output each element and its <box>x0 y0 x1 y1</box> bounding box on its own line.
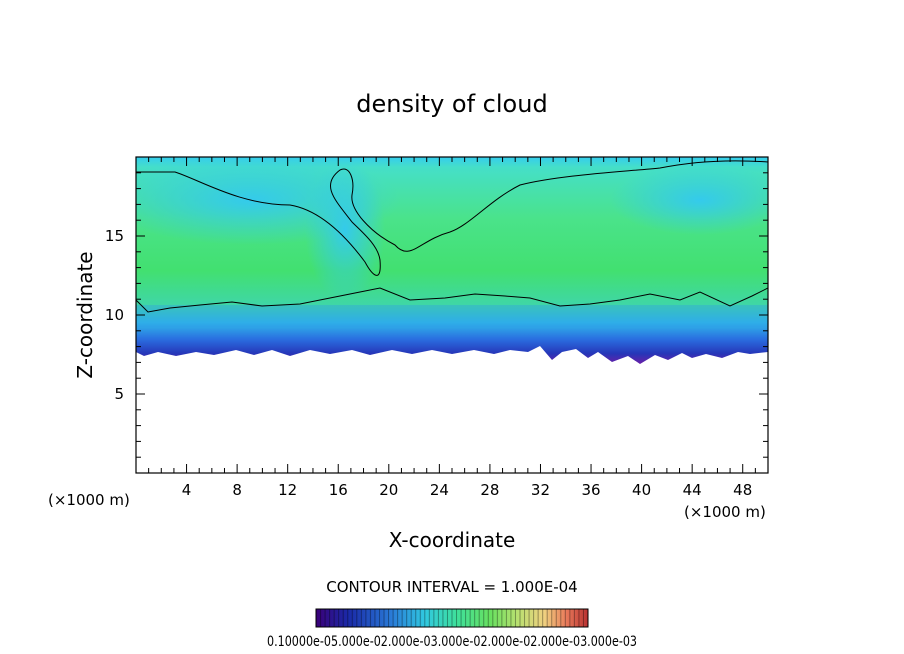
turbulent-band <box>136 305 768 327</box>
x-tick-label: 8 <box>232 481 242 499</box>
x-tick-label: 36 <box>581 481 600 499</box>
y-tick-label: 5 <box>114 385 124 403</box>
x-axis-ticks: 4 8 12 16 20 24 28 32 36 40 44 48 <box>148 157 756 499</box>
x-tick-label: 24 <box>430 481 449 499</box>
x-axis-label: X-coordinate <box>389 528 516 552</box>
x-tick-label: 16 <box>329 481 348 499</box>
x-tick-label: 40 <box>632 481 651 499</box>
x-tick-label: 32 <box>531 481 550 499</box>
cyan-region <box>610 165 768 235</box>
contour-interval-label: CONTOUR INTERVAL = 1.000E-04 <box>326 578 577 596</box>
x-tick-label: 44 <box>683 481 702 499</box>
x-tick-label: 4 <box>182 481 192 499</box>
plot-area <box>136 157 768 473</box>
chart-title: density of cloud <box>356 90 547 118</box>
contour-line <box>136 160 768 276</box>
x-tick-label: 28 <box>480 481 499 499</box>
x-tick-label: 20 <box>379 481 398 499</box>
y-tick-label: 10 <box>105 306 124 324</box>
contour-line <box>136 287 768 313</box>
y-axis-label: Z-coordinate <box>73 251 97 378</box>
x-tick-label: 48 <box>733 481 752 499</box>
colorbar <box>315 608 589 628</box>
x-tick-label: 12 <box>278 481 297 499</box>
x-unit-label-right: (×1000 m) <box>684 503 766 521</box>
cyan-region <box>305 160 385 300</box>
colorbar-labels: 0.10000e-05.000e-02.000e-03.000e-02.000e… <box>267 634 637 650</box>
x-unit-label-left: (×1000 m) <box>48 491 130 509</box>
y-axis-ticks: 5 10 15 <box>105 172 768 458</box>
y-tick-label: 15 <box>105 227 124 245</box>
